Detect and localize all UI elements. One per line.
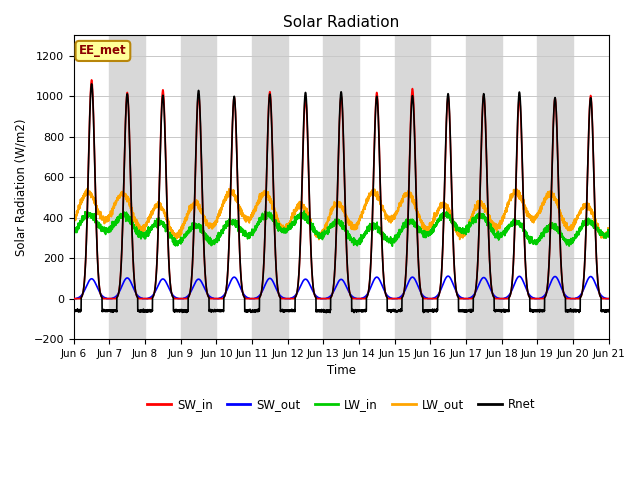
Bar	[180, 36, 216, 339]
X-axis label: Time: Time	[326, 364, 356, 377]
Legend: SW_in, SW_out, LW_in, LW_out, Rnet: SW_in, SW_out, LW_in, LW_out, Rnet	[143, 394, 540, 416]
Bar	[466, 36, 502, 339]
Bar	[538, 36, 573, 339]
Bar	[395, 36, 430, 339]
Text: EE_met: EE_met	[79, 45, 127, 58]
Title: Solar Radiation: Solar Radiation	[283, 15, 399, 30]
Bar	[252, 36, 288, 339]
Bar	[323, 36, 359, 339]
Y-axis label: Solar Radiation (W/m2): Solar Radiation (W/m2)	[15, 119, 28, 256]
Bar	[109, 36, 145, 339]
